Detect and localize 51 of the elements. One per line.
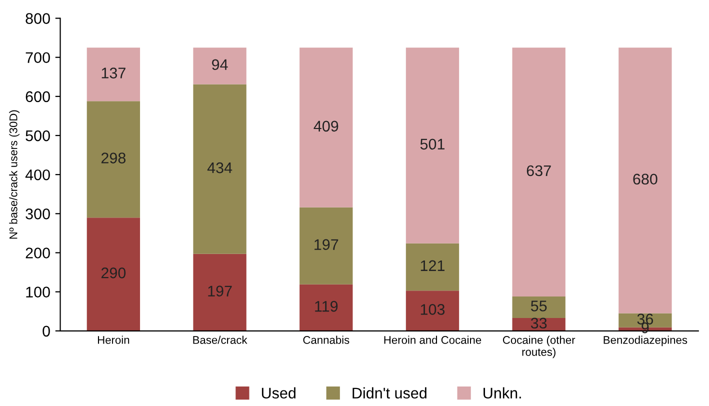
y-axis-title: Nº base/crack users (30D)	[9, 110, 20, 239]
y-tick-label: 100	[26, 286, 50, 298]
y-tick-label: 700	[26, 52, 50, 64]
bar	[193, 84, 246, 254]
data-label: 197	[208, 286, 232, 296]
data-label: 501	[420, 138, 444, 150]
data-label: 409	[314, 120, 338, 132]
y-tick-label: 300	[26, 208, 50, 220]
data-label: 121	[420, 260, 444, 271]
bar	[86, 218, 140, 331]
data-label: 55	[530, 300, 547, 312]
y-tick-label: 400	[25, 169, 50, 180]
data-label: 33	[530, 318, 547, 329]
data-label: 119	[315, 300, 338, 312]
x-tick-label: Cocaine (other routes)	[502, 336, 576, 358]
data-label: 434	[207, 162, 232, 174]
data-label: 637	[526, 165, 551, 176]
y-tick-label: 500	[26, 130, 50, 142]
x-tick-label: Heroin and Cocaine	[384, 336, 482, 344]
bar	[512, 48, 566, 296]
bar	[406, 243, 460, 291]
data-label: 290	[101, 268, 126, 278]
bar	[86, 101, 140, 218]
data-label: 103	[420, 304, 445, 315]
x-tick-label: Base/crack	[193, 336, 248, 344]
bar	[300, 48, 353, 208]
data-label: 680	[633, 174, 658, 185]
data-label: 298	[101, 152, 126, 164]
y-tick-label: 200	[26, 248, 50, 258]
data-label: 94	[212, 59, 228, 70]
y-tick-label: 0	[42, 326, 50, 337]
bar	[406, 48, 460, 244]
y-tick-label: 600	[26, 91, 50, 102]
data-label: 137	[102, 68, 126, 78]
bar	[300, 284, 353, 331]
data-label: 36	[637, 314, 654, 324]
legend-label: Unkn.	[484, 387, 521, 399]
bar	[512, 296, 566, 318]
bar	[300, 207, 353, 284]
legend-label: Didn't used	[352, 387, 426, 399]
data-label: 197	[314, 239, 338, 250]
bar	[193, 48, 246, 84]
x-tick-label: Benzodiazepines	[604, 336, 688, 346]
y-tick-label: 800	[26, 13, 50, 24]
x-tick-label: Heroin	[98, 336, 130, 344]
bar	[86, 48, 140, 102]
bar	[406, 290, 460, 331]
legend-label: Used	[262, 387, 296, 399]
bar	[193, 254, 246, 331]
x-tick-label: Cannabis	[303, 336, 350, 344]
bar	[618, 48, 672, 314]
